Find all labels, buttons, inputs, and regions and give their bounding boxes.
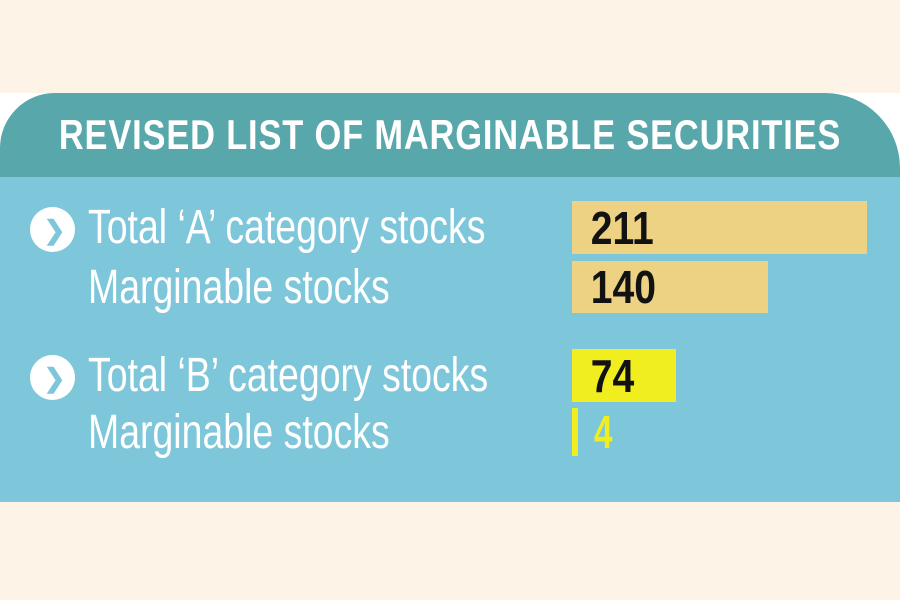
chart-panel: ❯ Total ‘A’ category stocks 211 Marginab… <box>0 177 900 502</box>
chart-row: Marginable stocks 140 <box>0 260 900 314</box>
chart-row: Marginable stocks 4 <box>0 405 900 459</box>
bar-value: 74 <box>590 349 635 402</box>
row-label: Total ‘B’ category stocks <box>88 349 489 402</box>
header: REVISED LIST OF MARGINABLE SECURITIES <box>0 93 900 177</box>
bar-value: 211 <box>590 201 654 254</box>
chart-row: ❯ Total ‘B’ category stocks 74 <box>0 349 900 402</box>
row-label: Marginable stocks <box>88 405 390 459</box>
bullet-circle: ❯ <box>30 355 75 400</box>
row-label: Marginable stocks <box>88 260 390 314</box>
bar-value-outside: 4 <box>594 406 613 458</box>
value-bar: 140 <box>572 261 768 313</box>
value-bar <box>572 408 578 456</box>
page-title: REVISED LIST OF MARGINABLE SECURITIES <box>58 111 842 158</box>
row-label: Total ‘A’ category stocks <box>88 201 486 254</box>
value-bar: 211 <box>572 201 867 254</box>
value-bar: 74 <box>572 349 676 402</box>
bar-value: 140 <box>590 261 656 313</box>
chart-row: ❯ Total ‘A’ category stocks 211 <box>0 201 900 254</box>
chevron-right-icon: ❯ <box>43 362 66 393</box>
bullet-circle: ❯ <box>30 207 75 252</box>
chevron-right-icon: ❯ <box>43 214 66 245</box>
